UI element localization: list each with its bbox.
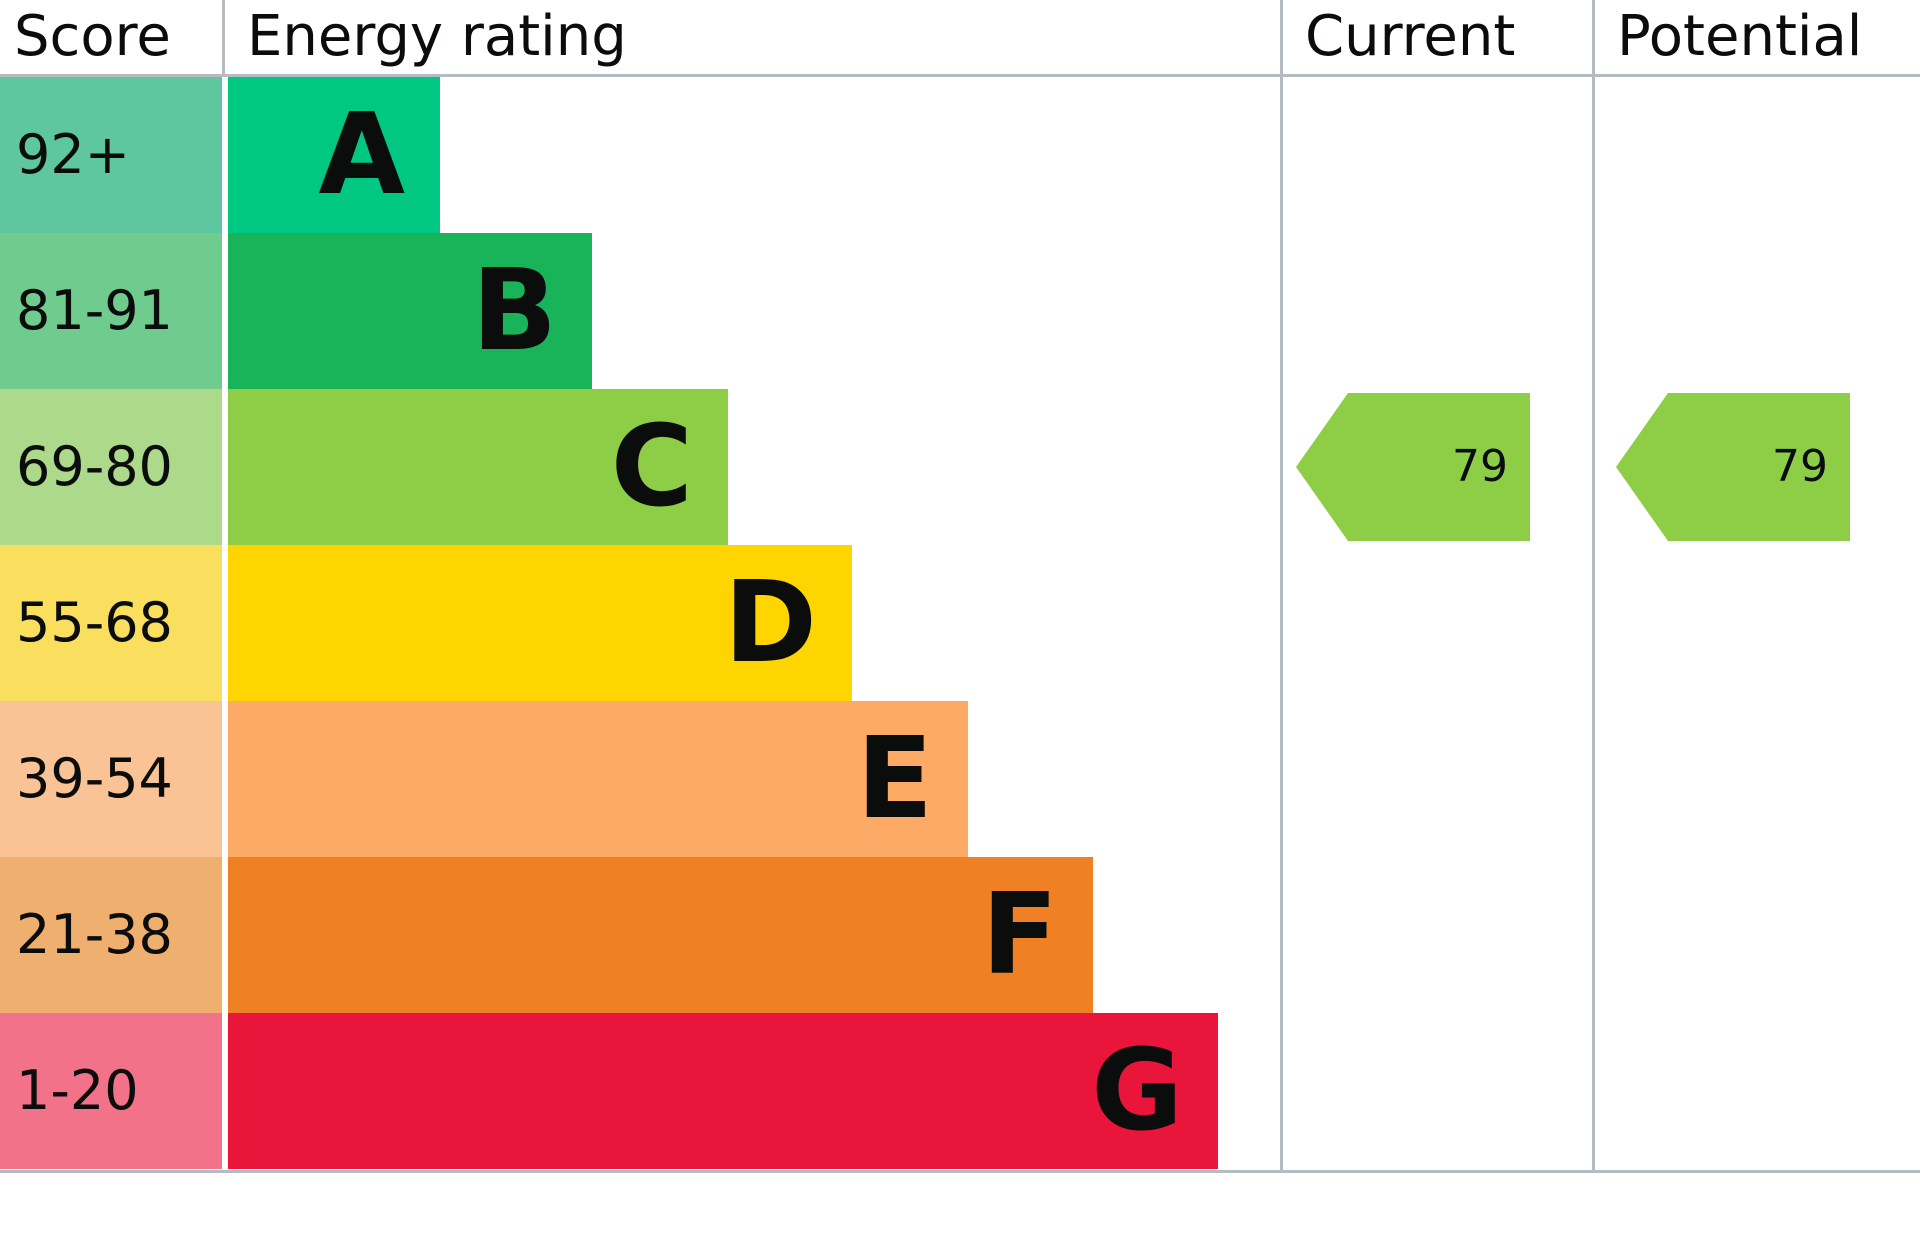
divider-potential	[1592, 77, 1595, 1170]
band-letter: E	[856, 714, 933, 844]
band-row: 21-38 F	[0, 857, 1280, 1013]
potential-rating-arrow: 79	[1616, 393, 1850, 541]
potential-rating-value: 79	[1772, 441, 1828, 492]
score-range-cell: 81-91	[0, 233, 222, 389]
header-potential: Potential	[1592, 0, 1920, 74]
energy-band-bar: G	[228, 1013, 1218, 1169]
band-letter: B	[471, 246, 557, 376]
band-letter: F	[981, 870, 1058, 1000]
chart-body: 92+ A 81-91 B 69-80 C 55-68 D 39-54 E 21-38 F 1-20 G 7…	[0, 77, 1920, 1170]
energy-band-bar: E	[228, 701, 968, 857]
score-range-cell: 55-68	[0, 545, 222, 701]
band-letter: G	[1091, 1026, 1183, 1156]
current-rating-value: 79	[1452, 441, 1508, 492]
energy-band-bar: D	[228, 545, 852, 701]
header-current: Current	[1280, 0, 1592, 74]
band-row: 69-80 C	[0, 389, 1280, 545]
score-range-cell: 92+	[0, 77, 222, 233]
energy-band-bar: C	[228, 389, 728, 545]
current-rating-arrow-wrap: 79	[1280, 389, 1592, 545]
band-row: 92+ A	[0, 77, 1280, 233]
band-row: 1-20 G	[0, 1013, 1280, 1169]
band-row: 81-91 B	[0, 233, 1280, 389]
score-range-cell: 39-54	[0, 701, 222, 857]
band-row: 55-68 D	[0, 545, 1280, 701]
divider-current	[1280, 77, 1283, 1170]
header-energy-rating: Energy rating	[222, 0, 1280, 74]
energy-band-bar: B	[228, 233, 592, 389]
chart-bottom-rule	[0, 1170, 1920, 1173]
score-range-cell: 21-38	[0, 857, 222, 1013]
energy-band-bar: F	[228, 857, 1093, 1013]
band-letter: C	[610, 402, 693, 532]
chart-header: Score Energy rating Current Potential	[0, 0, 1920, 77]
potential-rating-arrow-wrap: 79	[1592, 389, 1920, 545]
energy-band-bar: A	[228, 77, 440, 233]
current-rating-arrow: 79	[1296, 393, 1530, 541]
score-range-cell: 1-20	[0, 1013, 222, 1169]
band-letter: D	[724, 558, 817, 688]
band-letter: A	[318, 90, 405, 220]
band-row: 39-54 E	[0, 701, 1280, 857]
header-score: Score	[14, 4, 171, 69]
score-range-cell: 69-80	[0, 389, 222, 545]
